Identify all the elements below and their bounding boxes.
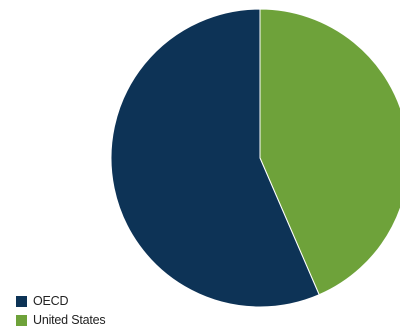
pie-slice-oecd [110,8,320,308]
chart-legend: OECD United States [16,293,106,331]
legend-swatch-oecd [16,295,27,307]
legend-label-oecd: OECD [33,294,69,308]
pie-slice-united-states [259,8,400,296]
legend-swatch-united-states [16,314,27,326]
legend-label-united-states: United States [33,313,106,327]
legend-item-oecd: OECD [16,293,105,309]
legend-item-united-states: United States [16,312,106,328]
